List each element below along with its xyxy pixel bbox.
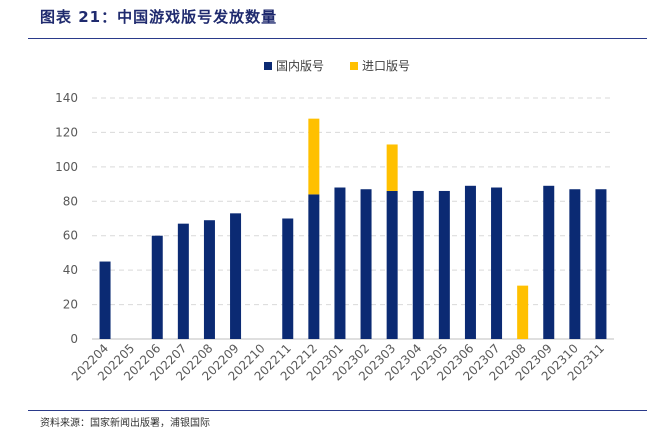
y-tick-label: 0 bbox=[70, 332, 78, 346]
source-note: 资料来源：国家新闻出版署，浦银国际 bbox=[40, 418, 210, 429]
y-tick-label: 80 bbox=[63, 194, 78, 208]
bar-domestic bbox=[438, 190, 450, 339]
bar-domestic bbox=[230, 213, 242, 339]
bar-domestic bbox=[595, 189, 607, 339]
bar-imported bbox=[308, 118, 320, 195]
y-tick-label: 120 bbox=[55, 125, 78, 139]
bar-domestic bbox=[334, 187, 346, 339]
bar-imported bbox=[517, 285, 529, 339]
bar-domestic bbox=[412, 190, 424, 339]
figure-title: 图表 21：中国游戏版号发放数量 bbox=[40, 8, 278, 26]
legend-label-domestic: 国内版号 bbox=[276, 59, 324, 73]
bottom-divider bbox=[28, 410, 647, 411]
bar-domestic bbox=[282, 218, 294, 339]
bar-domestic bbox=[308, 194, 320, 339]
legend-swatch-imported bbox=[350, 62, 358, 70]
y-tick-label: 20 bbox=[63, 298, 78, 312]
bar-domestic bbox=[177, 223, 189, 339]
bar-domestic bbox=[386, 190, 398, 339]
legend-swatch-domestic bbox=[264, 62, 272, 70]
bar-domestic bbox=[569, 189, 581, 339]
y-tick-label: 60 bbox=[63, 229, 78, 243]
top-divider bbox=[28, 38, 647, 39]
y-tick-label: 140 bbox=[55, 91, 78, 105]
bar-domestic bbox=[491, 187, 503, 339]
bar-domestic bbox=[203, 220, 215, 339]
bar-imported bbox=[386, 144, 398, 191]
y-tick-label: 100 bbox=[55, 160, 78, 174]
bar-domestic bbox=[464, 185, 476, 339]
legend-label-imported: 进口版号 bbox=[362, 59, 410, 73]
bar-domestic bbox=[543, 185, 555, 339]
bar-domestic bbox=[360, 189, 372, 339]
y-tick-label: 40 bbox=[63, 263, 78, 277]
bar-domestic bbox=[151, 235, 163, 339]
bar-domestic bbox=[99, 261, 111, 339]
stacked-bar-chart: 0204060801001201402022042022052022062022… bbox=[55, 59, 614, 384]
